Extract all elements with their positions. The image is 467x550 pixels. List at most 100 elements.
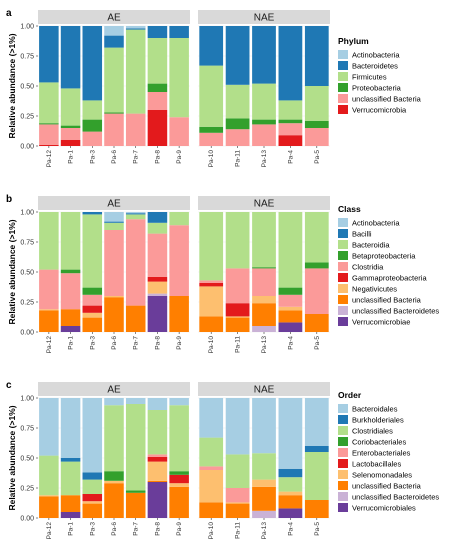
bar-segment bbox=[252, 267, 276, 269]
bar-segment bbox=[199, 126, 224, 133]
legend-swatch bbox=[338, 306, 348, 315]
legend-swatch bbox=[338, 61, 348, 70]
bar-segment bbox=[39, 398, 59, 456]
bar-segment bbox=[60, 512, 81, 518]
x-tick-label: Pa-8 bbox=[154, 522, 161, 536]
bar-segment bbox=[199, 316, 224, 332]
bar-segment bbox=[104, 112, 124, 114]
bar-segment bbox=[104, 483, 124, 518]
bar-segment bbox=[169, 398, 189, 406]
facet-nae: NAE Pa-10 Pa-11 Pa-13 Pa-4 Pa-5 bbox=[198, 196, 330, 353]
bar-segment bbox=[60, 495, 81, 512]
facet-strip bbox=[198, 10, 330, 24]
bar-segment bbox=[39, 144, 59, 146]
x-tick-label: Pa-3 bbox=[89, 336, 96, 350]
bar-segment bbox=[125, 219, 146, 306]
bar-segment bbox=[125, 305, 146, 332]
panel-a: a Relative abundance (>1%)0.00 0.25 0.50 0.7… bbox=[6, 8, 422, 167]
bar-segment bbox=[252, 83, 276, 120]
legend-label: unclassified Bacteria bbox=[352, 95, 422, 104]
x-tick-label: Pa-11 bbox=[235, 522, 242, 539]
bar-segment bbox=[125, 113, 146, 146]
bar-segment bbox=[278, 294, 303, 307]
y-tick-label: 0.00 bbox=[20, 330, 34, 337]
x-tick-label: Pa-7 bbox=[133, 336, 140, 350]
bar-segment bbox=[278, 287, 303, 295]
facet-ae: AE Pa-12 Pa-1 Pa-3 Pa-6 Pa-7 Pa-8 Pa-9 bbox=[38, 10, 190, 167]
bar-segment bbox=[278, 135, 303, 146]
bar-segment bbox=[225, 118, 250, 130]
legend-label: Gammaproteobacteria bbox=[352, 274, 427, 283]
bar-segment bbox=[199, 212, 224, 281]
bar-segment bbox=[104, 47, 124, 113]
bar-segment bbox=[304, 128, 329, 146]
bar-segment bbox=[82, 501, 103, 504]
legend-swatch bbox=[338, 251, 348, 260]
bar-segment bbox=[225, 316, 250, 318]
bar-segment bbox=[304, 398, 329, 446]
bar-segment bbox=[125, 26, 146, 29]
panel-letter: c bbox=[6, 380, 12, 391]
legend-label: Coriobacteriales bbox=[352, 438, 406, 447]
legend: Phylum Actinobacteria Bacteroidetes Firmicu… bbox=[338, 36, 422, 115]
bar-segment bbox=[39, 309, 59, 311]
y-tick-label: 1.00 bbox=[20, 210, 34, 217]
bar-segment bbox=[199, 437, 224, 467]
bar-segment bbox=[82, 472, 103, 480]
y-tick-label: 1.00 bbox=[20, 396, 34, 403]
bar-segment bbox=[169, 296, 189, 332]
legend-swatch bbox=[338, 72, 348, 81]
bar-segment bbox=[225, 502, 250, 504]
bar-segment bbox=[252, 479, 276, 487]
bar-segment bbox=[82, 212, 103, 215]
y-axis-label: Relative abundance (>1%) bbox=[7, 33, 17, 138]
x-tick-label: Pa-3 bbox=[89, 522, 96, 536]
x-tick-label: Pa-4 bbox=[287, 150, 294, 164]
bar-segment bbox=[252, 212, 276, 268]
legend-swatch bbox=[338, 481, 348, 490]
facet-ae: AE Pa-12 Pa-1 Pa-3 Pa-6 Pa-7 Pa-8 Pa-9 bbox=[38, 382, 190, 539]
legend-label: Negativicutes bbox=[352, 285, 397, 294]
bar-segment bbox=[104, 471, 124, 481]
bar-segment bbox=[104, 296, 124, 298]
panel-letter: b bbox=[6, 194, 12, 205]
bar-segment bbox=[304, 500, 329, 518]
bar-segment bbox=[125, 404, 146, 491]
bar-segment bbox=[252, 296, 276, 304]
bar-segment bbox=[225, 129, 250, 146]
legend-swatch bbox=[338, 284, 348, 293]
bar-segment bbox=[39, 26, 59, 83]
bar-segment bbox=[199, 466, 224, 470]
legend-swatch bbox=[338, 105, 348, 114]
facet-strip bbox=[198, 196, 330, 210]
bar-segment bbox=[199, 286, 224, 317]
bar-segment bbox=[104, 230, 124, 296]
y-axis-label: Relative abundance (>1%) bbox=[7, 405, 17, 510]
y-tick-label: 0.25 bbox=[20, 486, 34, 493]
y-tick-label: 0.50 bbox=[20, 456, 34, 463]
bar-segment bbox=[278, 306, 303, 311]
bar-segment bbox=[39, 455, 59, 496]
bar-segment bbox=[252, 326, 276, 332]
bar-segment bbox=[304, 446, 329, 452]
bar-segment bbox=[147, 480, 168, 482]
bar-segment bbox=[39, 123, 59, 125]
facet-strip bbox=[38, 382, 190, 396]
legend-label: Bacteroidetes bbox=[352, 62, 398, 71]
x-tick-label: Pa-7 bbox=[133, 150, 140, 164]
bar-segment bbox=[125, 492, 146, 518]
bar-segment bbox=[225, 454, 250, 488]
legend-swatch bbox=[338, 262, 348, 271]
legend-label: Betaproteobacteria bbox=[352, 252, 416, 261]
facet-strip-label: AE bbox=[107, 385, 121, 396]
legend-label: Bacteroidales bbox=[352, 405, 398, 414]
bar-segment bbox=[199, 470, 224, 503]
bar-segment bbox=[60, 88, 81, 126]
bar-segment bbox=[82, 317, 103, 332]
bar-segment bbox=[147, 293, 168, 296]
legend-label: Actinobacteria bbox=[352, 219, 400, 228]
bar-segment bbox=[225, 488, 250, 503]
bar-segment bbox=[252, 486, 276, 511]
bar-segment bbox=[60, 309, 81, 326]
x-tick-label: Pa-8 bbox=[154, 150, 161, 164]
